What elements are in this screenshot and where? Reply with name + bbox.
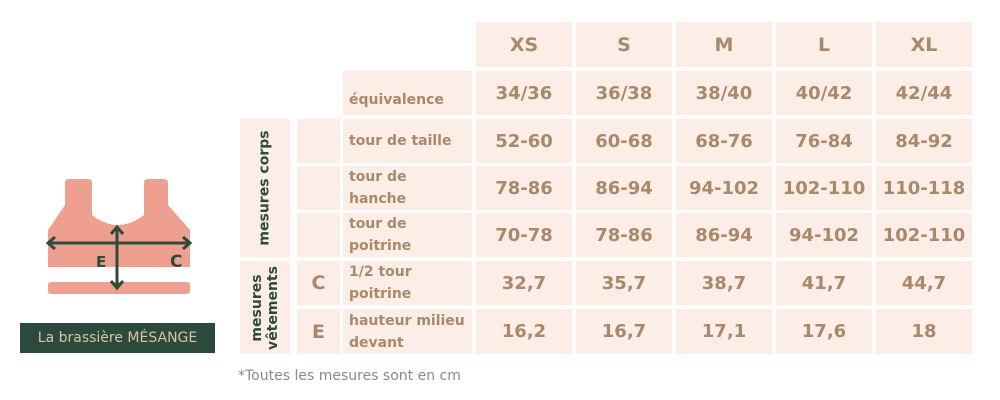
row-label: hauteur milieu devant — [343, 309, 472, 354]
table-cell: 16,2 — [476, 309, 572, 354]
group-label-body: mesures corps — [240, 119, 290, 257]
table-cell: 94-102 — [676, 166, 772, 210]
table-cell: 42/44 — [876, 71, 972, 115]
row-label: tour de poitrine — [343, 213, 472, 257]
marker-e: E — [96, 253, 106, 271]
group-label-garment-text: mesures vêtements — [249, 265, 281, 350]
table-cell: 35,7 — [576, 261, 672, 305]
group-label-garment: mesures vêtements — [240, 261, 290, 354]
size-header: XL — [876, 22, 972, 67]
table-cell: 102-110 — [776, 166, 872, 210]
table-cell: 36/38 — [576, 71, 672, 115]
table-cell: 102-110 — [876, 213, 972, 257]
footnote: *Toutes les mesures sont en cm — [238, 368, 461, 384]
product-label: La brassière MÉSANGE — [20, 323, 215, 353]
size-header: L — [776, 22, 872, 67]
table-cell: 86-94 — [576, 166, 672, 210]
table-cell: 32,7 — [476, 261, 572, 305]
row-letter — [297, 166, 340, 210]
size-header: S — [576, 22, 672, 67]
table-cell: 86-94 — [676, 213, 772, 257]
table-cell: 41,7 — [776, 261, 872, 305]
row-letter — [297, 119, 340, 163]
table-cell: 16,7 — [576, 309, 672, 354]
row-letter: E — [297, 309, 340, 354]
group-label-body-text: mesures corps — [257, 130, 274, 246]
size-header: XS — [476, 22, 572, 67]
table-cell: 40/42 — [776, 71, 872, 115]
bra-shape-icon — [48, 179, 190, 275]
table-cell: 78-86 — [576, 213, 672, 257]
table-cell: 17,1 — [676, 309, 772, 354]
row-letter — [297, 213, 340, 257]
table-cell: 70-78 — [476, 213, 572, 257]
table-cell: 34/36 — [476, 71, 572, 115]
row-label: tour de taille — [343, 119, 472, 163]
table-cell: 38,7 — [676, 261, 772, 305]
table-cell: 52-60 — [476, 119, 572, 163]
table-cell: 110-118 — [876, 166, 972, 210]
row-label: 1/2 tour poitrine — [343, 261, 472, 305]
table-cell: 68-76 — [676, 119, 772, 163]
table-cell: 44,7 — [876, 261, 972, 305]
bra-diagram: E C — [45, 179, 193, 294]
table-cell: 60-68 — [576, 119, 672, 163]
table-cell: 18 — [876, 309, 972, 354]
table-cell: 94-102 — [776, 213, 872, 257]
table-cell: 84-92 — [876, 119, 972, 163]
table-cell: 78-86 — [476, 166, 572, 210]
table-cell: 38/40 — [676, 71, 772, 115]
measure-arrows-icon — [45, 224, 193, 291]
row-label: tour de hanche — [343, 166, 472, 210]
marker-c: C — [170, 252, 182, 272]
size-header: M — [676, 22, 772, 67]
table-cell: 76-84 — [776, 119, 872, 163]
row-label: équivalence — [343, 71, 472, 115]
row-letter: C — [297, 261, 340, 305]
table-cell: 17,6 — [776, 309, 872, 354]
